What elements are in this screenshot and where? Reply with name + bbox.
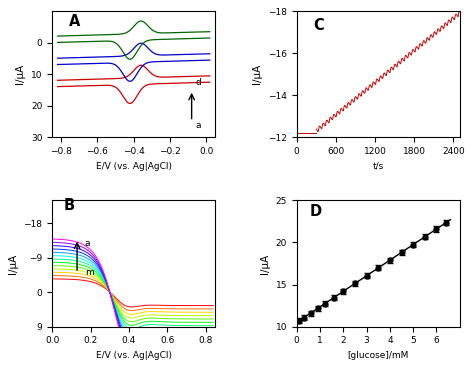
- Text: C: C: [313, 18, 324, 33]
- Text: m: m: [85, 268, 93, 277]
- Y-axis label: I/μA: I/μA: [253, 64, 263, 84]
- X-axis label: [glucose]/mM: [glucose]/mM: [347, 351, 409, 360]
- Y-axis label: I/μA: I/μA: [260, 253, 270, 274]
- Text: a: a: [195, 121, 201, 131]
- Text: d: d: [195, 78, 201, 87]
- Text: D: D: [310, 204, 322, 218]
- X-axis label: t/s: t/s: [373, 161, 384, 171]
- Text: a: a: [85, 239, 90, 248]
- X-axis label: E/V (vs. Ag|AgCl): E/V (vs. Ag|AgCl): [96, 351, 172, 360]
- Text: B: B: [64, 199, 75, 214]
- Y-axis label: I/μA: I/μA: [8, 253, 18, 274]
- Y-axis label: I/μA: I/μA: [15, 64, 26, 84]
- Text: A: A: [68, 14, 80, 29]
- X-axis label: E/V (vs. Ag|AgCl): E/V (vs. Ag|AgCl): [96, 161, 172, 171]
